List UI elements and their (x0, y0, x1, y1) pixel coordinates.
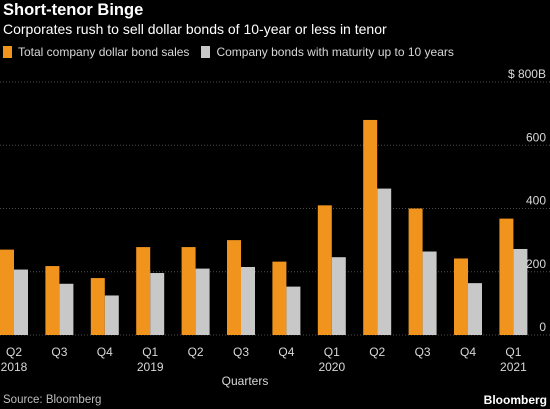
source-note: Source: Bloomberg (3, 394, 102, 406)
x-tick-label: Q4 (97, 345, 113, 359)
legend-label-total: Total company dollar bond sales (18, 45, 190, 59)
legend-label-short: Company bonds with maturity up to 10 yea… (216, 45, 454, 59)
bar-total (272, 261, 287, 335)
x-tick-year-label: 2018 (1, 360, 28, 374)
legend-swatch-total (3, 46, 12, 58)
x-tick-label: Q3 (415, 345, 431, 359)
legend-item-total: Total company dollar bond sales (3, 45, 189, 59)
x-tick-year-label: 2021 (500, 360, 527, 374)
bar-total (90, 278, 105, 335)
x-tick-label: Q2 (188, 345, 204, 359)
bar-total (0, 249, 14, 335)
y-tick-label: 400 (526, 194, 546, 208)
bar-total (317, 205, 332, 335)
bloomberg-logo: Bloomberg (483, 393, 547, 407)
x-tick-label: Q1 (324, 345, 340, 359)
bar-total (45, 266, 60, 335)
y-tick-label: 200 (526, 257, 546, 271)
bar-total (227, 240, 241, 335)
y-tick-label: 600 (526, 130, 546, 144)
y-tick-label: 0 (539, 320, 546, 334)
bar-short-tenor (286, 286, 301, 335)
bar-total (181, 247, 196, 335)
legend-item-short: Company bonds with maturity up to 10 yea… (201, 45, 454, 59)
x-tick-year-label: 2019 (137, 360, 164, 374)
bar-short-tenor (59, 283, 74, 335)
legend-swatch-short (201, 46, 211, 58)
bar-short-tenor (513, 248, 528, 335)
x-tick-label: Q2 (369, 345, 385, 359)
x-tick-label: Q1 (142, 345, 158, 359)
chart-title: Short-tenor Binge (3, 1, 144, 19)
bar-total (499, 218, 514, 335)
bar-short-tenor (104, 295, 119, 335)
x-tick-label: Q3 (233, 345, 249, 359)
bar-short-tenor (14, 269, 28, 335)
x-tick-year-label: 2020 (318, 360, 345, 374)
bar-short-tenor (468, 283, 482, 335)
x-axis-title: Quarters (222, 374, 269, 388)
bar-short-tenor (331, 257, 346, 335)
bar-total (363, 119, 378, 335)
x-tick-label: Q4 (460, 345, 476, 359)
bar-short-tenor (195, 268, 210, 335)
x-tick-label: Q3 (51, 345, 67, 359)
x-tick-label: Q4 (278, 345, 294, 359)
bar-short-tenor (150, 273, 165, 335)
bar-short-tenor (241, 267, 255, 335)
bar-total (454, 258, 468, 335)
bar-short-tenor (377, 188, 392, 335)
x-tick-label: Q1 (505, 345, 521, 359)
x-tick-label: Q2 (6, 345, 22, 359)
bar-total (136, 247, 151, 335)
bar-short-tenor (422, 251, 437, 335)
y-tick-label: $ 800B (508, 67, 546, 81)
legend: Total company dollar bond sales Company … (3, 45, 466, 59)
chart-subtitle: Corporates rush to sell dollar bonds of … (3, 21, 387, 37)
bar-total (408, 208, 423, 335)
